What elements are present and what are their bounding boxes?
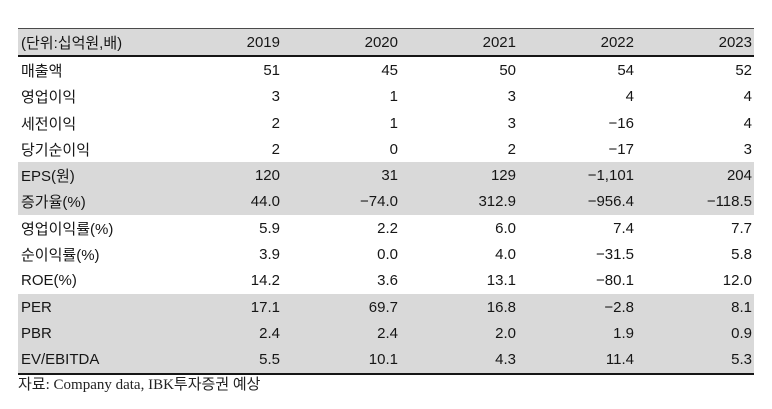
cell-value: 51 [263,61,280,79]
cell-value: −80.1 [596,272,634,290]
cell-value: 3.9 [259,246,280,264]
cell-value: 3 [743,140,752,158]
table-row-revenue: 매출액 51 45 50 54 52 [18,56,754,83]
cell-value: 120 [164,162,282,189]
row-label: 순이익률(%) [21,247,100,265]
row-label: 영업이익 [21,89,77,107]
cell-value: −16 [608,114,634,132]
cell-value: 2.4 [282,320,400,347]
cell-value: 0.0 [377,246,398,264]
cell-value: 5.3 [636,346,754,375]
cell-value: 204 [636,162,754,189]
cell-value: 17.1 [164,293,282,321]
cell-value: −2.8 [518,293,636,321]
cell-value: 8.1 [636,293,754,321]
financial-summary-table: (단위:십억원,배) 2019 2020 2021 2022 2023 매출액 … [18,28,754,375]
cell-value: 69.7 [282,293,400,321]
row-label: PER [18,293,164,321]
year-column-header: 2021 [400,28,518,58]
cell-value: 2 [507,140,516,158]
table-row-net-margin: 순이익률(%) 3.9 0.0 4.0 −31.5 5.8 [18,241,754,267]
cell-value: 129 [400,162,518,189]
cell-value: 3.6 [377,272,398,290]
cell-value: 16.8 [400,293,518,321]
row-label: 세전이익 [21,115,77,133]
row-label: 당기순이익 [21,141,91,159]
table-row-eps-growth: 증가율(%) 44.0 −74.0 312.9 −956.4 −118.5 [18,188,754,216]
cell-value: −118.5 [636,188,754,216]
cell-value: 14.2 [250,272,280,290]
cell-value: 4 [625,88,634,106]
cell-value: 10.1 [282,346,400,375]
cell-value: 7.4 [613,219,634,237]
year-column-header: 2020 [282,28,400,58]
cell-value: 5.9 [259,219,280,237]
table-row-roe: ROE(%) 14.2 3.6 13.1 −80.1 12.0 [18,268,754,294]
table-row-eps: EPS(원) 120 31 129 −1,101 204 [18,162,754,189]
cell-value: 5.8 [731,246,752,264]
cell-value: 4.3 [400,346,518,375]
table-row-ev-ebitda: EV/EBITDA 5.5 10.1 4.3 11.4 5.3 [18,346,754,375]
year-column-header: 2022 [518,28,636,58]
table-row-net-profit: 당기순이익 2 0 2 −17 3 [18,136,754,162]
table-row-pbr: PBR 2.4 2.4 2.0 1.9 0.9 [18,320,754,347]
cell-value: −74.0 [282,188,400,216]
cell-value: 2 [271,114,280,132]
cell-value: 3 [507,114,516,132]
cell-value: −31.5 [596,246,634,264]
cell-value: 2.4 [164,320,282,347]
cell-value: 0.9 [636,320,754,347]
row-label: 증가율(%) [18,188,164,216]
table-row-pretax-profit: 세전이익 2 1 3 −16 4 [18,110,754,136]
source-note: 자료: Company data, IBK투자증권 예상 [18,377,261,393]
cell-value: −17 [608,140,634,158]
cell-value: 3 [271,88,280,106]
cell-value: −956.4 [518,188,636,216]
cell-value: 3 [507,88,516,106]
cell-value: 5.5 [164,346,282,375]
cell-value: 2 [271,140,280,158]
row-label: EV/EBITDA [18,346,164,375]
cell-value: 6.0 [495,219,516,237]
cell-value: 1 [389,114,398,132]
cell-value: 312.9 [400,188,518,216]
table-row-operating-margin: 영업이익률(%) 5.9 2.2 6.0 7.4 7.7 [18,215,754,241]
cell-value: 2.2 [377,219,398,237]
cell-value: 4 [743,114,752,132]
unit-label: (단위:십억원,배) [18,28,164,58]
cell-value: 52 [735,61,752,79]
table-row-operating-profit: 영업이익 3 1 3 4 4 [18,84,754,110]
cell-value: −1,101 [518,162,636,189]
row-label: PBR [18,320,164,347]
table-row-per: PER 17.1 69.7 16.8 −2.8 8.1 [18,293,754,321]
cell-value: 0 [389,140,398,158]
cell-value: 7.7 [731,219,752,237]
cell-value: 45 [381,61,398,79]
cell-value: 1 [389,88,398,106]
year-column-header: 2019 [164,28,282,58]
cell-value: 50 [499,61,516,79]
year-column-header: 2023 [636,28,754,58]
cell-value: 13.1 [486,272,516,290]
cell-value: 54 [617,61,634,79]
cell-value: 4.0 [495,246,516,264]
row-label: EPS(원) [18,162,164,189]
row-label: 영업이익률(%) [21,220,114,238]
cell-value: 1.9 [518,320,636,347]
cell-value: 4 [743,88,752,106]
row-label: ROE(%) [21,272,77,290]
cell-value: 31 [282,162,400,189]
row-label: 매출액 [21,62,63,80]
cell-value: 12.0 [722,272,752,290]
table-header-row: (단위:십억원,배) 2019 2020 2021 2022 2023 [18,28,754,58]
cell-value: 2.0 [400,320,518,347]
cell-value: 11.4 [518,346,636,375]
cell-value: 44.0 [164,188,282,216]
